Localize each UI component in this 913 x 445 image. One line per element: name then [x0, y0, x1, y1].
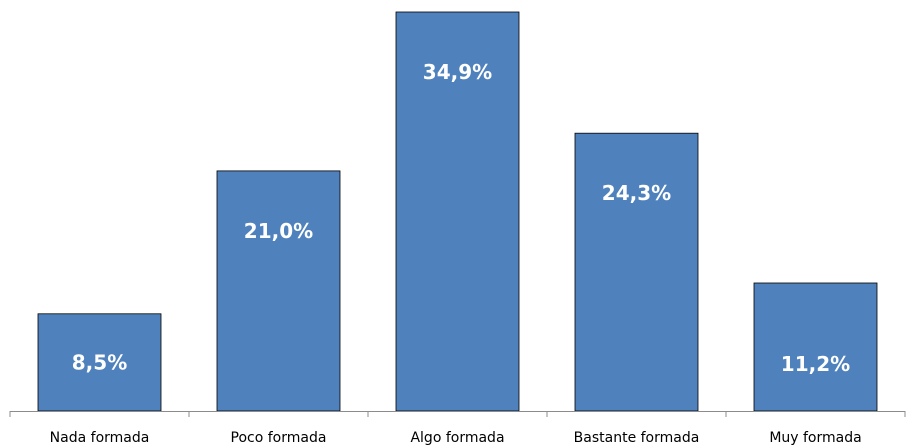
data-label-4: 11,2% — [781, 352, 850, 376]
bar-1 — [216, 170, 341, 412]
bar-4 — [753, 282, 878, 412]
x-tick-label-0: Nada formada — [50, 430, 150, 445]
data-label-0: 8,5% — [72, 350, 127, 374]
bar-2 — [395, 11, 520, 412]
x-tick-label-2: Algo formada — [410, 430, 504, 445]
x-tick-label-1: Poco formada — [231, 430, 327, 445]
bar-3 — [574, 132, 699, 412]
x-tick-label-3: Bastante formada — [574, 430, 700, 445]
data-label-2: 34,9% — [423, 60, 492, 84]
x-tick-label-4: Muy formada — [769, 430, 861, 445]
bar-0 — [37, 313, 162, 412]
data-label-1: 21,0% — [244, 219, 313, 243]
data-label-3: 24,3% — [602, 181, 671, 205]
